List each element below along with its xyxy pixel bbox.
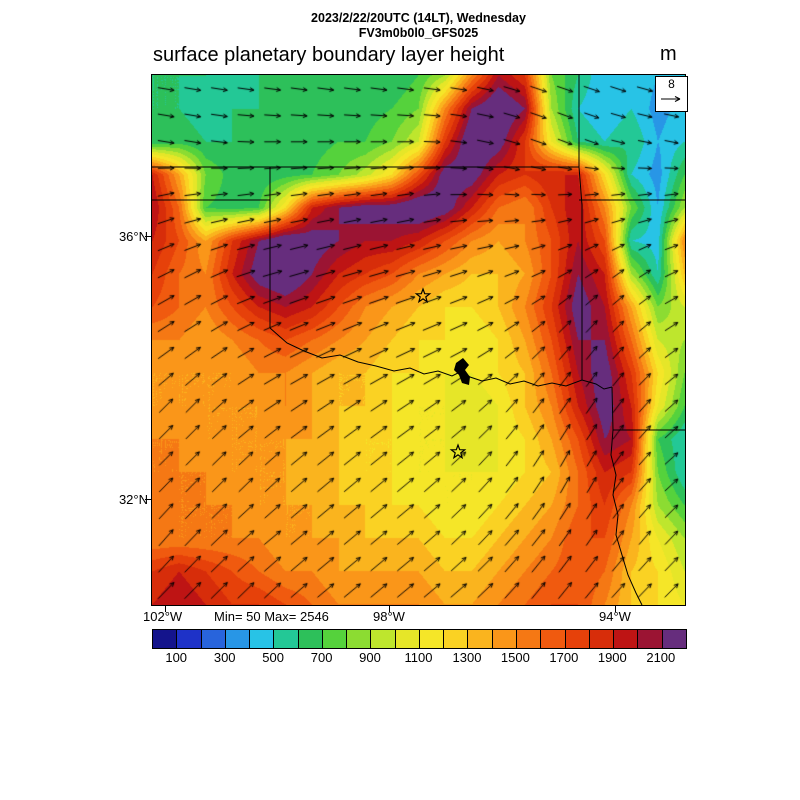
page-title: surface planetary boundary layer height [153, 44, 505, 66]
axis-tick [145, 499, 151, 500]
lon-label-102w: 102°W [143, 609, 183, 624]
wind-reference-arrow-icon [661, 96, 681, 102]
colorbar-cell [540, 630, 565, 648]
colorbar-cell [443, 630, 468, 648]
colorbar-cell [370, 630, 395, 648]
colorbar-tick-label: 1700 [549, 650, 579, 665]
wind-reference-value: 8 [668, 77, 675, 91]
lon-label-98w: 98°W [373, 609, 405, 624]
axis-tick [615, 606, 616, 612]
colorbar-cell [637, 630, 662, 648]
axis-tick [389, 606, 390, 612]
colorbar-cell [467, 630, 492, 648]
lon-label-94w: 94°W [599, 609, 631, 624]
colorbar-cell [321, 630, 347, 648]
colorbar-tick-labels: 100 300 500 700 900 1100 1300 1500 1700 1900 2100 [152, 650, 685, 666]
colorbar-cell [297, 630, 322, 648]
colorbar-tick-label: 1500 [500, 650, 530, 665]
colorbar-cell [394, 630, 419, 648]
colorbar-tick-label: 700 [310, 650, 333, 665]
colorbar-cell [418, 630, 444, 648]
colorbar-tick-label: 900 [359, 650, 381, 665]
colorbar [152, 629, 687, 649]
axis-tick [145, 236, 151, 237]
colorbar-tick-label: 2100 [646, 650, 676, 665]
colorbar-cell [273, 630, 298, 648]
colorbar-cell [176, 630, 201, 648]
colorbar-cell [200, 630, 225, 648]
axis-tick [165, 606, 166, 612]
lat-label-32n: 32°N [118, 492, 148, 507]
colorbar-cell [588, 630, 614, 648]
colorbar-cell [491, 630, 516, 648]
colorbar-cell [613, 630, 638, 648]
units-label: m [660, 43, 677, 65]
colorbar-tick-label: 1300 [452, 650, 482, 665]
colorbar-cell [224, 630, 250, 648]
colorbar-tick-label: 1100 [404, 650, 433, 665]
colorbar-cell [249, 630, 274, 648]
colorbar-tick-label: 500 [262, 650, 284, 665]
lat-label-36n: 36°N [118, 229, 148, 244]
colorbar-cell [515, 630, 541, 648]
header-datetime: 2023/2/22/20UTC (14LT), Wednesday [311, 11, 526, 25]
wind-reference-box: 8 [655, 76, 688, 112]
colorbar-tick-label: 100 [165, 650, 188, 665]
colorbar-cell [661, 630, 686, 648]
colorbar-cell [153, 630, 177, 648]
stats-minmax: Min= 50 Max= 2546 [214, 609, 329, 624]
pbl-height-map [151, 74, 686, 606]
colorbar-tick-label: 1900 [597, 650, 627, 665]
colorbar-tick-label: 300 [213, 650, 236, 665]
colorbar-cell [564, 630, 589, 648]
header-model: FV3m0b0l0_GFS025 [358, 26, 479, 40]
colorbar-cell [346, 630, 371, 648]
pbl-heatmap-canvas [152, 75, 685, 605]
